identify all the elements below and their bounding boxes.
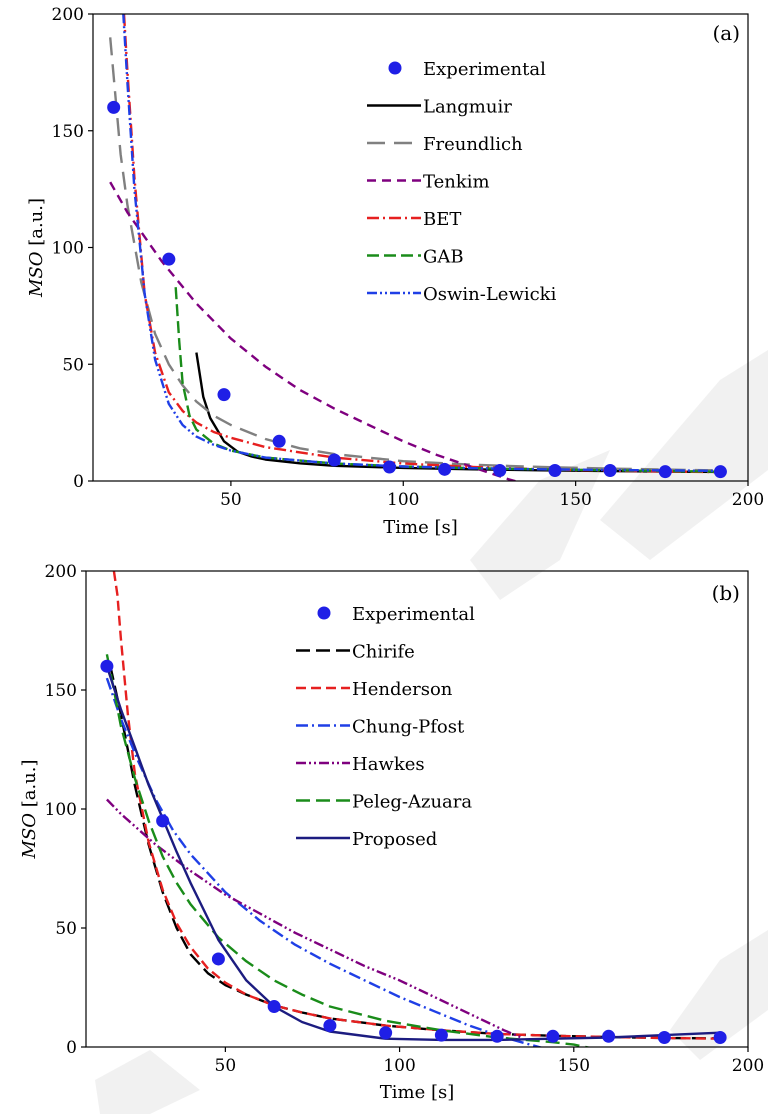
- data-point-experimental: [217, 388, 231, 402]
- data-point-experimental: [379, 1026, 393, 1040]
- y-axis-unit: [a.u.]: [26, 198, 47, 252]
- y-tick-label: 100: [52, 239, 84, 259]
- data-point-experimental: [107, 100, 121, 114]
- series-line-bet: [122, 14, 721, 474]
- data-point-experimental: [603, 463, 617, 477]
- legend: Experimental Chirife Henderson Chung-Pfost H…: [296, 604, 475, 850]
- legend-label-henderson: Henderson: [352, 679, 453, 700]
- y-tick-label: 200: [45, 562, 77, 582]
- x-tick-label: 100: [387, 490, 419, 510]
- series-line-hawkes: [106, 798, 522, 1039]
- x-tick-label: 200: [732, 1056, 764, 1076]
- legend-label-experimental: Experimental: [423, 59, 546, 80]
- legend-label-gab: GAB: [423, 247, 464, 268]
- legend-label-chung-pfost: Chung-Pfost: [352, 717, 465, 738]
- data-point-experimental: [323, 1019, 337, 1033]
- y-axis-variable: MSO: [19, 813, 40, 860]
- series-line-chirife: [109, 665, 721, 1040]
- chart-panel-a: 50 100 150 200 0 50 100 150 200 Time [s] MSO [a.u.…: [26, 5, 764, 538]
- y-tick-label: 100: [45, 800, 77, 820]
- series-line-freundlich: [109, 37, 721, 472]
- data-point-experimental: [548, 463, 562, 477]
- y-tick-label: 50: [62, 355, 84, 375]
- data-point-experimental: [713, 1030, 727, 1044]
- panel-label: (a): [712, 21, 740, 45]
- y-tick-label: 0: [73, 472, 84, 492]
- y-axis-title: MSO [a.u.]: [26, 198, 47, 298]
- data-point-experimental: [493, 463, 507, 477]
- axes-frame: [92, 13, 749, 482]
- legend-label-proposed: Proposed: [352, 829, 437, 850]
- y-tick-label: 0: [66, 1038, 77, 1058]
- data-point-experimental: [272, 434, 286, 448]
- legend-label-bet: BET: [423, 209, 461, 230]
- watermark-decoration: [95, 350, 768, 1114]
- x-tick-label: 200: [732, 490, 764, 510]
- legend-label-experimental: Experimental: [352, 604, 475, 625]
- data-point-experimental: [438, 462, 452, 476]
- data-point-experimental: [156, 814, 170, 828]
- x-tick-label: 150: [558, 1056, 590, 1076]
- series-line-peleg-azuara: [105, 654, 592, 1047]
- y-tick-label: 150: [45, 681, 77, 701]
- legend-label-peleg-azuara: Peleg-Azuara: [352, 792, 472, 813]
- data-point-experimental: [382, 460, 396, 474]
- chart-panel-b: 50 100 150 200 0 50 100 150 200 Time [s] MSO [a.u.…: [19, 562, 764, 1103]
- x-axis-title: Time [s]: [383, 517, 458, 538]
- y-tick-label: 150: [52, 122, 84, 142]
- legend-marker-experimental: [388, 61, 402, 75]
- x-tick-label: 50: [215, 1056, 237, 1076]
- legend-marker-experimental: [317, 606, 331, 620]
- legend-label-langmuir: Langmuir: [423, 97, 512, 118]
- data-point-experimental: [713, 465, 727, 479]
- data-point-experimental: [162, 252, 176, 266]
- legend-label-hawkes: Hawkes: [352, 754, 425, 775]
- x-axis-title: Time [s]: [380, 1082, 455, 1103]
- data-point-experimental: [267, 1000, 281, 1014]
- data-point-experimental: [546, 1029, 560, 1043]
- legend-label-oswin-lewicki: Oswin-Lewicki: [423, 284, 557, 305]
- y-axis-variable: MSO: [26, 251, 47, 298]
- y-tick-label: 200: [52, 5, 84, 25]
- series-line-oswin-lewicki: [122, 14, 721, 473]
- data-point-experimental: [658, 465, 672, 479]
- legend-label-chirife: Chirife: [352, 642, 415, 663]
- y-tick-label: 50: [55, 919, 77, 939]
- data-point-experimental: [434, 1028, 448, 1042]
- legend-label-freundlich: Freundlich: [423, 134, 523, 155]
- y-axis-unit: [a.u.]: [19, 759, 40, 813]
- plot-area-a: [109, 14, 721, 481]
- data-point-experimental: [490, 1029, 504, 1043]
- data-point-experimental: [657, 1030, 671, 1044]
- x-tick-label: 150: [559, 490, 591, 510]
- y-axis-title: MSO [a.u.]: [19, 759, 40, 859]
- data-point-experimental: [327, 453, 341, 467]
- data-point-experimental: [602, 1029, 616, 1043]
- legend: Experimental Langmuir Freundlich Tenkim BET G…: [367, 59, 557, 305]
- data-point-experimental: [100, 659, 114, 673]
- legend-label-tenkim: Tenkim: [423, 172, 490, 193]
- x-tick-label: 50: [220, 490, 242, 510]
- panel-label: (b): [712, 581, 740, 605]
- series-line-tenkim: [109, 181, 519, 481]
- series-line-chung-pfost: [105, 677, 544, 1047]
- x-tick-label: 100: [383, 1056, 415, 1076]
- data-point-experimental: [211, 952, 225, 966]
- series-line-langmuir: [195, 352, 721, 474]
